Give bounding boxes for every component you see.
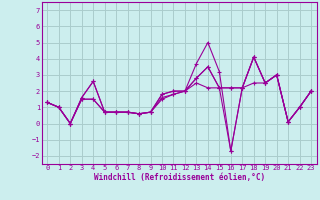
X-axis label: Windchill (Refroidissement éolien,°C): Windchill (Refroidissement éolien,°C): [94, 173, 265, 182]
